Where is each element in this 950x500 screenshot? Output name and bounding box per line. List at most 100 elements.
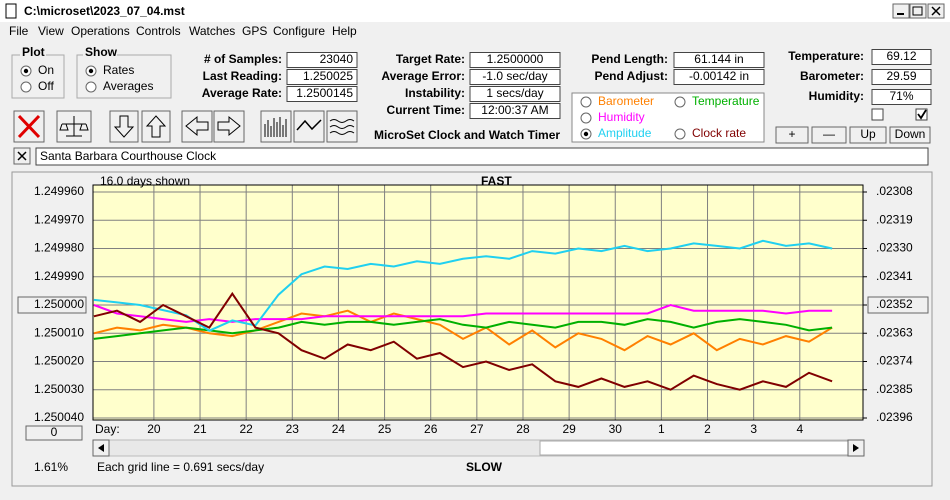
- field-box: [469, 103, 561, 119]
- button[interactable]: [849, 126, 887, 144]
- field-box: [871, 49, 932, 65]
- y2-tick-label: .02319: [876, 212, 913, 226]
- field-label: Average Rate:: [202, 86, 282, 100]
- offset-button-label: 0: [51, 425, 58, 439]
- bottom-title: SLOW: [466, 460, 503, 474]
- legend-radio[interactable]: [580, 112, 592, 124]
- y2-tick-label: .02352: [876, 297, 913, 311]
- field-box: [871, 69, 932, 85]
- y-tick-label: 1.250030: [34, 382, 84, 396]
- app-subtitle: MicroSet Clock and Watch Timer: [374, 128, 560, 142]
- legend-radio[interactable]: [580, 96, 592, 108]
- button[interactable]: [775, 126, 809, 144]
- field-value: 1.250025: [303, 69, 353, 83]
- field-box: [286, 69, 358, 85]
- y-tick-label: 1.250010: [34, 325, 84, 339]
- span-note: 16.0 days shown: [100, 174, 190, 188]
- field-value: 1.2500145: [296, 86, 353, 100]
- field-label: Average Error:: [381, 69, 465, 83]
- menu-item[interactable]: Operations: [71, 24, 130, 38]
- button-label: Up: [860, 127, 876, 141]
- field-label: Temperature:: [788, 49, 864, 63]
- x-tick-label: 22: [239, 422, 253, 436]
- title-bar: [0, 0, 950, 22]
- legend-radio[interactable]: [674, 128, 686, 140]
- field-value: 1 secs/day: [486, 86, 543, 100]
- button[interactable]: [889, 126, 931, 144]
- plot-radio[interactable]: [20, 81, 32, 93]
- app-icon: [5, 3, 17, 19]
- field-label: Pend Adjust:: [594, 69, 668, 83]
- maximize[interactable]: [909, 3, 927, 19]
- field-label: Humidity:: [809, 89, 864, 103]
- radio-label: Averages: [103, 79, 153, 93]
- wave-button[interactable]: [326, 110, 358, 143]
- window-controls[interactable]: [892, 3, 945, 19]
- chart-title: FAST: [481, 174, 512, 188]
- show-radio[interactable]: [85, 81, 97, 93]
- field-label: # of Samples:: [204, 52, 282, 66]
- menu-item[interactable]: Watches: [189, 24, 235, 38]
- field-value: 23040: [320, 52, 354, 66]
- series-line: [93, 291, 833, 391]
- x-tick-label: 2: [704, 422, 711, 436]
- reference-button[interactable]: [867, 296, 929, 314]
- radio-label: Off: [38, 79, 54, 93]
- field-value: 71%: [889, 89, 913, 103]
- field-box: [673, 52, 765, 68]
- legend-radio[interactable]: [674, 96, 686, 108]
- x-tick-label: 30: [609, 422, 623, 436]
- field-label: Barometer:: [800, 69, 864, 83]
- y2-tick-label: .02308: [876, 184, 913, 198]
- menu-item[interactable]: Controls: [136, 24, 181, 38]
- legend-box: [571, 92, 765, 143]
- y2-tick-label: .02385: [876, 382, 913, 396]
- minimize[interactable]: [892, 3, 910, 19]
- menu-item[interactable]: Help: [332, 24, 357, 38]
- field-box: [469, 52, 561, 68]
- x-tick-label: 29: [562, 422, 576, 436]
- zoom-label: 1.61%: [34, 460, 68, 474]
- field-box: [469, 69, 561, 85]
- y-tick-label: 1.249970: [34, 212, 84, 226]
- scrollbar[interactable]: [92, 439, 865, 457]
- offset-button[interactable]: [25, 425, 83, 441]
- field-value: 29.59: [886, 69, 916, 83]
- button[interactable]: [811, 126, 847, 144]
- clock-name-field[interactable]: [35, 147, 929, 166]
- plot-area: [92, 184, 864, 421]
- field-value: 69.12: [886, 49, 916, 63]
- toolbar[interactable]: [13, 110, 358, 143]
- window-title: C:\microset\2023_07_04.mst: [24, 4, 185, 18]
- menu-item[interactable]: GPS: [242, 24, 267, 38]
- y2-tick-label: .02374: [876, 354, 913, 368]
- series-line: [93, 309, 833, 352]
- menu-item[interactable]: View: [38, 24, 64, 38]
- checkbox[interactable]: [871, 108, 884, 121]
- show-group: [76, 54, 172, 99]
- group-title: Plot: [22, 45, 45, 59]
- y-tick-label: 1.249980: [34, 241, 84, 255]
- legend-radio-dot: [583, 131, 589, 137]
- field-label: Current Time:: [387, 103, 465, 117]
- x-tick-label: 1: [658, 422, 665, 436]
- plot-radio-dot: [23, 68, 29, 74]
- x-tick-label: 4: [796, 422, 803, 436]
- field-label: Instability:: [405, 86, 465, 100]
- scroll-thumb[interactable]: [539, 440, 849, 456]
- field-label: Last Reading:: [203, 69, 282, 83]
- checkbox[interactable]: [915, 108, 928, 121]
- reference-button[interactable]: [17, 296, 87, 314]
- menu-item[interactable]: Configure: [273, 24, 325, 38]
- clock-name: Santa Barbara Courthouse Clock: [40, 149, 217, 163]
- x-tick-label: 24: [332, 422, 346, 436]
- legend-label: Humidity: [598, 110, 645, 124]
- plot-frame: [92, 184, 864, 421]
- x-tick-label: 28: [516, 422, 530, 436]
- y-tick-label: 1.250020: [34, 354, 84, 368]
- show-radio-dot: [88, 68, 94, 74]
- menu-item[interactable]: File: [9, 24, 29, 38]
- field-value: -0.00142 in: [689, 69, 749, 83]
- y-tick-label: 1.249990: [34, 269, 84, 283]
